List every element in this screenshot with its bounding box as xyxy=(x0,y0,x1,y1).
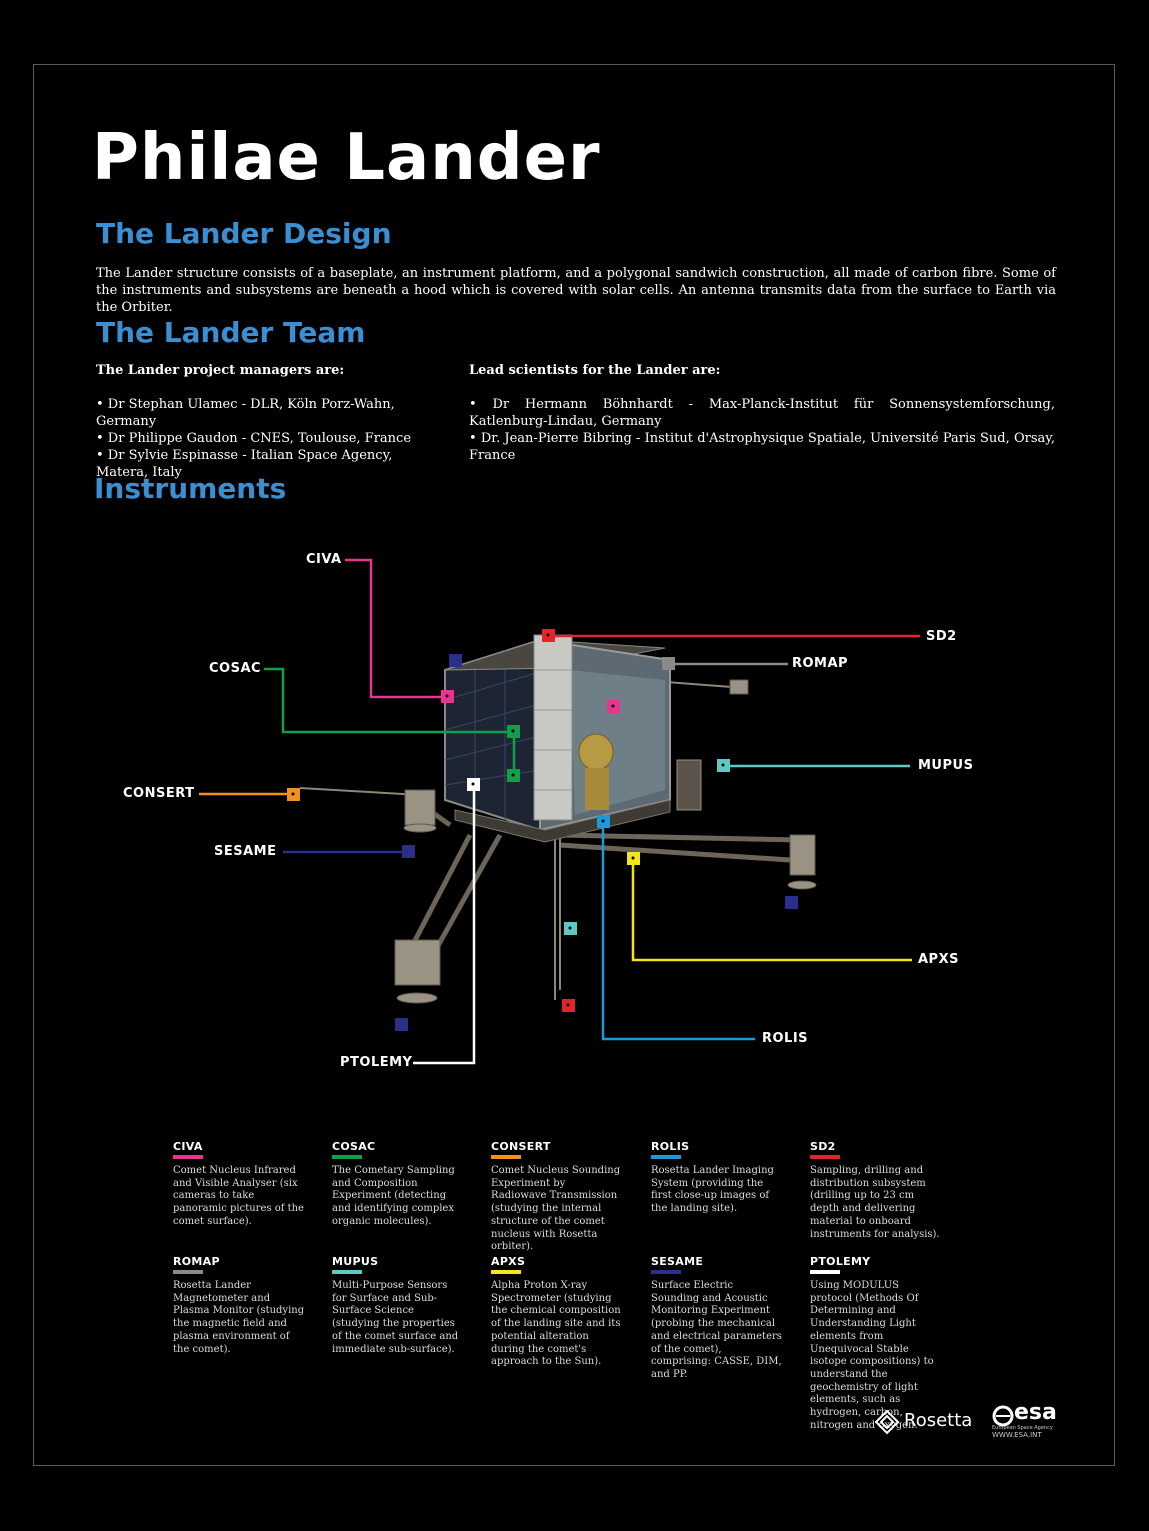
marker-dots xyxy=(291,633,725,1007)
callout-rolis: ROLIS xyxy=(762,1031,809,1046)
legend-item-name: SESAME xyxy=(651,1255,704,1268)
scientist-item: • Dr Hermann Böhnhardt - Max-Planck-Inst… xyxy=(469,397,1055,429)
legend-item: PTOLEMY Using MODULUS protocol (Methods O… xyxy=(810,1255,942,1432)
legend-item-name: CIVA xyxy=(173,1140,203,1153)
callout-romap: ROMAP xyxy=(792,656,849,671)
legend-item-description: The Cometary Sampling and Composition Ex… xyxy=(332,1165,455,1227)
esa-logo-text: esa xyxy=(1014,1400,1057,1425)
poster-frame xyxy=(33,64,1115,1466)
legend-item-name: APXS xyxy=(491,1255,526,1268)
scientists-list: • Dr Hermann Böhnhardt - Max-Planck-Inst… xyxy=(469,396,1055,464)
legend-item-description: Rosetta Lander Magnetometer and Plasma M… xyxy=(173,1280,305,1355)
managers-list: • Dr Stephan Ulamec - DLR, Köln Porz-Wah… xyxy=(96,396,446,481)
legend-color-bar xyxy=(491,1155,521,1159)
callout-ptolemy: PTOLEMY xyxy=(340,1055,413,1070)
legend-color-bar xyxy=(810,1270,840,1274)
legend-item-name: ROMAP xyxy=(173,1255,220,1268)
legend-item-name: PTOLEMY xyxy=(810,1255,871,1268)
legend-item-description: Sampling, drilling and distribution subs… xyxy=(810,1165,940,1240)
legend-item-description: Comet Nucleus Infrared and Visible Analy… xyxy=(173,1165,304,1227)
legend-color-bar xyxy=(173,1270,203,1274)
legend-item-description: Using MODULUS protocol (Methods Of Deter… xyxy=(810,1280,934,1431)
page-title: Philae Lander xyxy=(92,121,601,195)
legend-item-name: ROLIS xyxy=(651,1140,690,1153)
legend-color-bar xyxy=(332,1155,362,1159)
legend-color-bar xyxy=(332,1270,362,1274)
callout-sd2: SD2 xyxy=(926,629,957,644)
esa-logo-icon xyxy=(992,1405,1014,1427)
instruments-heading: Instruments xyxy=(94,472,287,505)
legend-item-name: SD2 xyxy=(810,1140,836,1153)
callout-sesame: SESAME xyxy=(214,844,277,859)
callout-apxs: APXS xyxy=(918,952,959,967)
managers-column: The Lander project managers are: • Dr St… xyxy=(96,362,446,481)
managers-heading: The Lander project managers are: xyxy=(96,363,345,378)
legend-item-name: CONSERT xyxy=(491,1140,551,1153)
legend-item: COSAC The Cometary Sampling and Compositi… xyxy=(332,1140,464,1229)
legend-item: CONSERT Comet Nucleus Sounding Experiment… xyxy=(491,1140,623,1254)
manager-item: • Dr Philippe Gaudon - CNES, Toulouse, F… xyxy=(96,431,412,446)
legend-item-description: Multi-Purpose Sensors for Surface and Su… xyxy=(332,1280,459,1355)
scientist-item: • Dr. Jean-Pierre Bibring - Institut d'A… xyxy=(469,431,1055,463)
legend-item: SD2 Sampling, drilling and distribution s… xyxy=(810,1140,942,1241)
legend-color-bar xyxy=(173,1155,203,1159)
callout-mupus: MUPUS xyxy=(918,758,974,773)
design-text: The Lander structure consists of a basep… xyxy=(96,266,1056,315)
legend-color-bar xyxy=(651,1270,681,1274)
legend-item-name: COSAC xyxy=(332,1140,376,1153)
legend-color-bar xyxy=(651,1155,681,1159)
lander-illustration xyxy=(299,634,817,1004)
esa-logo-subtitle: European Space Agency xyxy=(992,1425,1053,1431)
legend-item: CIVA Comet Nucleus Infrared and Visible A… xyxy=(173,1140,305,1229)
legend-item-name: MUPUS xyxy=(332,1255,379,1268)
team-heading: The Lander Team xyxy=(96,316,366,349)
rosetta-logo-icon xyxy=(874,1409,900,1435)
legend-item: APXS Alpha Proton X-ray Spectrometer (stu… xyxy=(491,1255,623,1369)
manager-item: • Dr Sylvie Espinasse - Italian Space Ag… xyxy=(96,448,393,480)
callout-civa: CIVA xyxy=(306,552,342,567)
legend-item-description: Surface Electric Sounding and Acoustic M… xyxy=(651,1280,782,1380)
legend-item: MUPUS Multi-Purpose Sensors for Surface a… xyxy=(332,1255,464,1356)
design-heading: The Lander Design xyxy=(96,217,392,250)
legend-item: ROMAP Rosetta Lander Magnetometer and Pla… xyxy=(173,1255,305,1356)
callout-lines xyxy=(199,558,920,1065)
legend-item: ROLIS Rosetta Lander Imaging System (prov… xyxy=(651,1140,783,1216)
callout-consert: CONSERT xyxy=(123,786,195,801)
legend-item-description: Alpha Proton X-ray Spectrometer (studyin… xyxy=(491,1280,621,1368)
esa-logo-url: WWW.ESA.INT xyxy=(992,1431,1042,1439)
legend-color-bar xyxy=(491,1270,521,1274)
rosetta-logo-text: Rosetta xyxy=(904,1410,973,1431)
legend-item: SESAME Surface Electric Sounding and Acou… xyxy=(651,1255,783,1382)
legend-color-bar xyxy=(810,1155,840,1159)
manager-item: • Dr Stephan Ulamec - DLR, Köln Porz-Wah… xyxy=(96,397,395,429)
legend-item-description: Comet Nucleus Sounding Experiment by Rad… xyxy=(491,1165,621,1253)
callout-cosac: COSAC xyxy=(209,661,262,676)
legend-item-description: Rosetta Lander Imaging System (providing… xyxy=(651,1165,774,1215)
scientists-column: Lead scientists for the Lander are: • Dr… xyxy=(469,362,1055,464)
scientists-heading: Lead scientists for the Lander are: xyxy=(469,363,721,378)
